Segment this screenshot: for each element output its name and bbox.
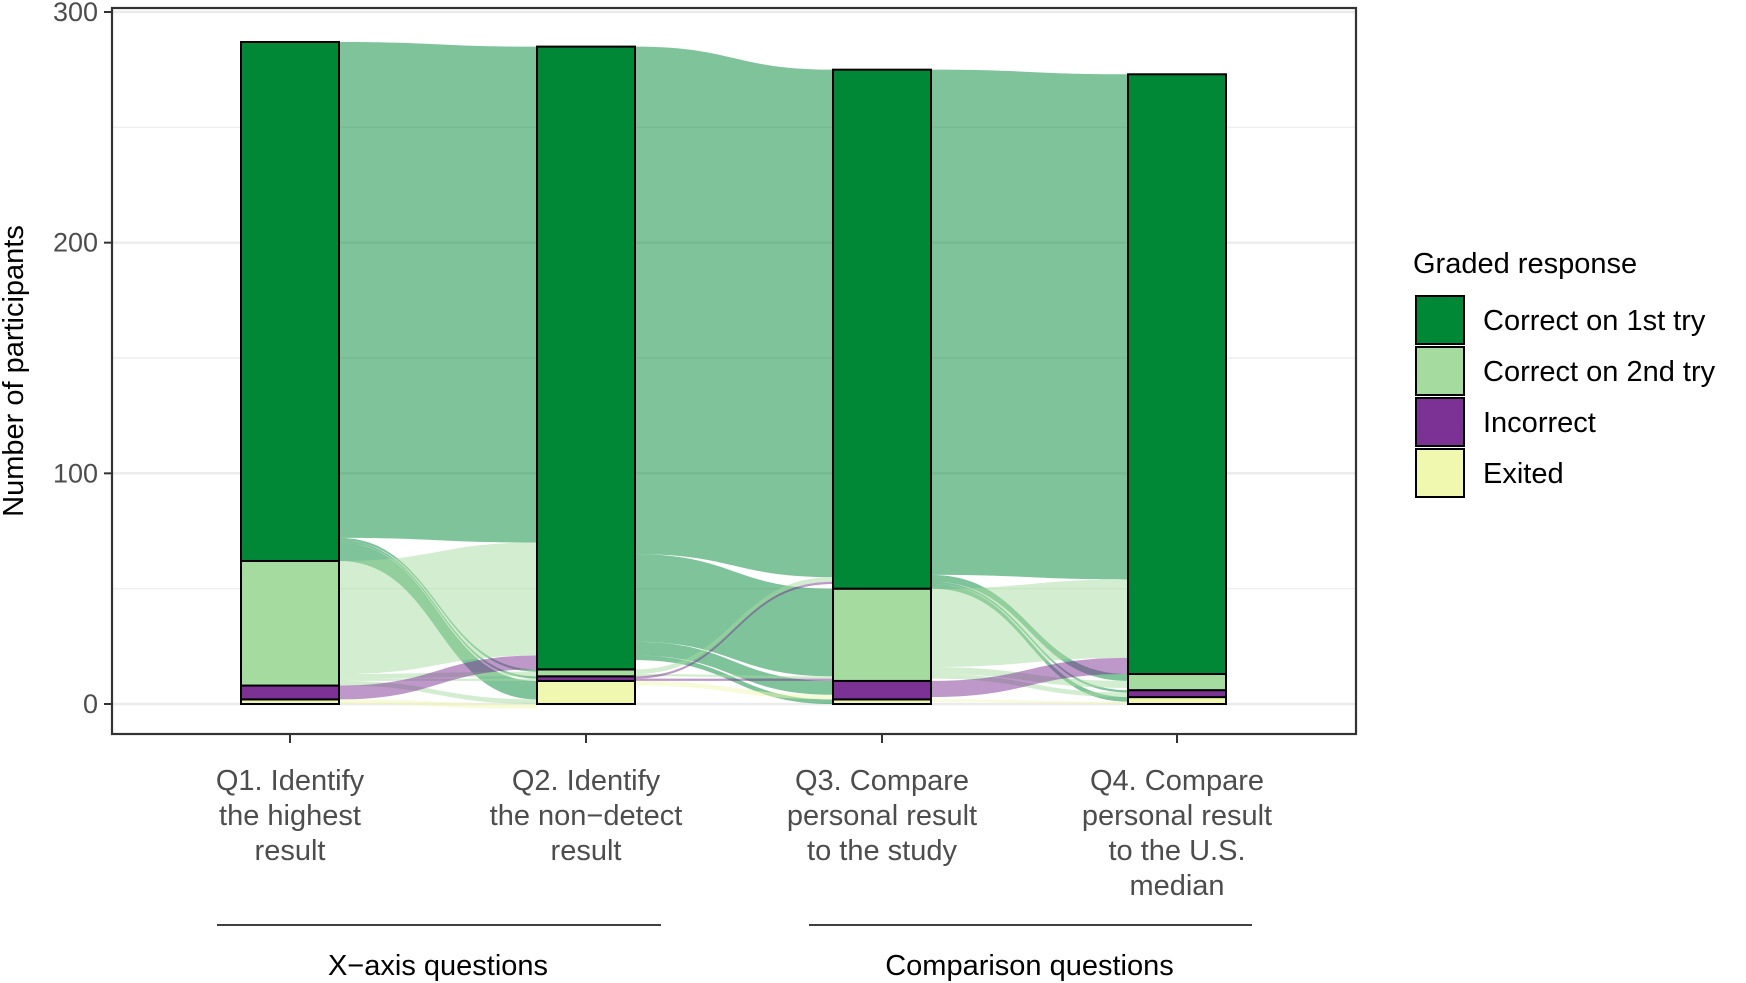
bar-segment <box>536 45 636 671</box>
legend-items: Correct on 1st try Correct on 2nd try Inco… <box>1415 295 1716 498</box>
flow-band <box>931 699 1128 704</box>
x-tick-label: Q2. Identify the non−detect result <box>490 765 683 867</box>
flow-band <box>635 674 833 679</box>
bar-segment <box>832 679 932 701</box>
flow-band <box>635 554 833 677</box>
bar-segment <box>1127 73 1227 676</box>
flow-band <box>635 678 833 681</box>
legend-key <box>1415 448 1465 498</box>
legend-key <box>1415 397 1465 447</box>
legend-label: Correct on 1st try <box>1483 305 1706 337</box>
flow-band <box>339 699 537 709</box>
flow-band <box>931 657 1128 698</box>
legend-label: Incorrect <box>1483 407 1596 439</box>
x-tick-label: Q1. Identify the highest result <box>216 765 365 867</box>
plot-panel-border <box>110 6 1358 736</box>
bar-segment <box>536 679 636 706</box>
x-tick-label: Q4. Compare personal result to the U.S. med… <box>1082 765 1272 902</box>
bar-segment <box>1127 673 1227 692</box>
bar-segment <box>832 68 932 590</box>
y-axis-title: Number of participants <box>0 225 30 517</box>
flow-band <box>339 542 537 675</box>
flow-band <box>635 680 833 700</box>
axis-layer: 0 100 200 300 Q1. Identify the highest result Q… <box>53 0 1272 902</box>
flow-band <box>339 41 537 543</box>
flow-band <box>635 581 833 679</box>
group-layer: X−axis questions Comparison questions <box>217 924 1252 982</box>
flow-band <box>635 46 833 578</box>
bar-segment <box>1127 689 1227 699</box>
bar-segment <box>832 587 932 682</box>
legend-key <box>1415 295 1465 345</box>
bar-segment <box>1127 696 1227 706</box>
y-tick-label: 100 <box>53 458 98 488</box>
legend: Graded response Correct on 1st tryCorrec… <box>1413 248 1716 498</box>
flow-band <box>635 577 833 675</box>
bar-layer <box>240 40 1227 706</box>
y-tick-label: 300 <box>53 0 98 27</box>
legend-label: Exited <box>1483 458 1564 490</box>
bar-segment <box>240 40 340 562</box>
flow-layer <box>339 41 1128 709</box>
group-label: X−axis questions <box>328 950 548 982</box>
flow-band <box>931 69 1128 580</box>
flow-band <box>931 579 1128 668</box>
legend-title: Graded response <box>1413 248 1637 280</box>
legend-label: Correct on 2nd try <box>1483 356 1716 388</box>
group-label: Comparison questions <box>885 950 1174 982</box>
bar-segment <box>536 668 636 678</box>
flow-band <box>339 655 537 700</box>
y-tick-label: 200 <box>53 228 98 258</box>
legend-key <box>1415 346 1465 396</box>
bar-segment <box>240 559 340 687</box>
bar-segment <box>240 684 340 701</box>
x-tick-label: Q3. Compare personal result to the study <box>787 765 977 867</box>
flow-band <box>635 641 833 695</box>
y-tick-label: 0 <box>83 689 98 719</box>
